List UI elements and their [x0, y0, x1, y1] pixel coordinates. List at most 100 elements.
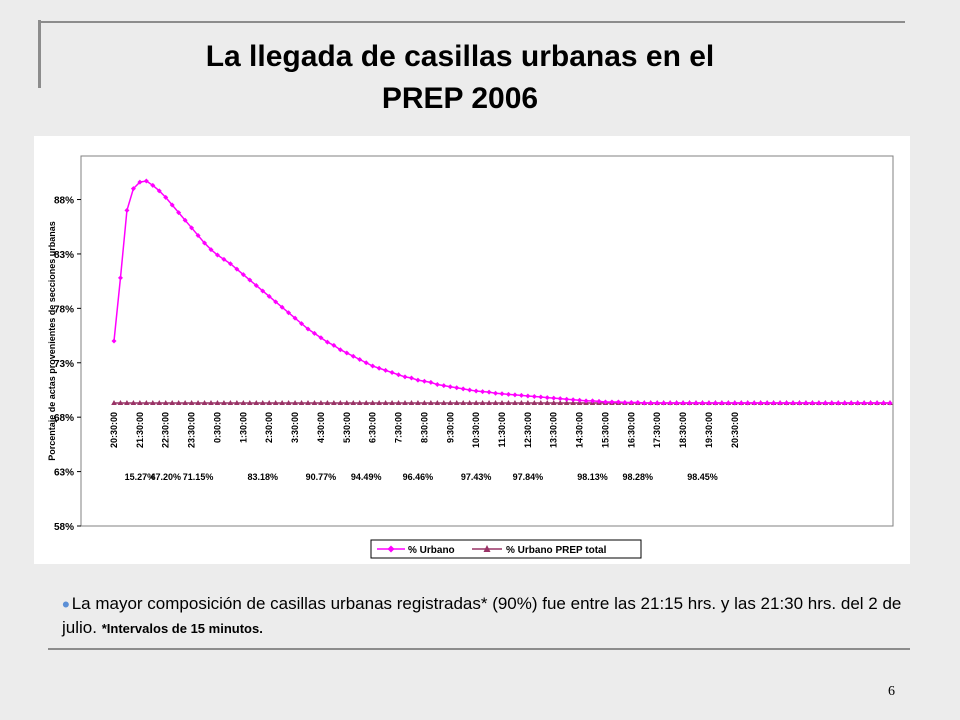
series-point-urbano — [745, 400, 751, 406]
series-point-prep-total — [447, 400, 454, 406]
series-point-prep-total — [486, 400, 492, 406]
series-point-prep-total — [356, 400, 363, 406]
series-point-prep-total — [395, 400, 402, 406]
series-point-urbano — [396, 372, 402, 378]
series-point-prep-total — [266, 400, 272, 406]
x-tick-label: 21:30:00 — [135, 412, 145, 448]
series-point-urbano — [881, 400, 887, 406]
series-point-prep-total — [214, 400, 221, 406]
series-point-urbano — [590, 398, 596, 404]
series-point-prep-total — [285, 400, 292, 406]
series-point-urbano — [486, 389, 492, 395]
series-point-urbano — [790, 400, 796, 406]
series-point-urbano — [654, 400, 660, 406]
series-point-prep-total — [389, 400, 395, 406]
series-point-urbano — [331, 342, 337, 348]
x-tick-label: 11:30:00 — [497, 412, 507, 448]
series-point-urbano — [887, 400, 893, 406]
series-point-urbano — [674, 400, 680, 406]
series-point-prep-total — [124, 400, 130, 406]
series-point-prep-total — [525, 400, 531, 406]
series-point-urbano — [680, 400, 686, 406]
series-point-urbano — [771, 400, 777, 406]
series-point-urbano — [370, 363, 376, 369]
series-point-prep-total — [324, 400, 331, 406]
series-point-urbano — [596, 398, 602, 404]
series-point-urbano — [247, 277, 253, 283]
series-point-urbano — [855, 400, 861, 406]
annotation-label: 71.15% — [183, 472, 214, 482]
series-point-prep-total — [117, 400, 124, 406]
plot-area — [80, 155, 894, 527]
series-point-prep-total — [402, 400, 408, 406]
series-point-prep-total — [111, 400, 117, 406]
series-point-prep-total — [570, 400, 576, 406]
series-point-prep-total — [518, 400, 525, 406]
series-point-prep-total — [318, 400, 324, 406]
annotation-label: 15.27% — [125, 472, 156, 482]
series-point-urbano — [415, 377, 421, 383]
decorative-top-rule — [40, 21, 905, 23]
series-point-prep-total — [505, 400, 512, 406]
series-point-urbano — [376, 365, 382, 371]
series-point-urbano — [848, 400, 854, 406]
series-point-urbano — [344, 350, 350, 356]
x-tick-label: 0:30:00 — [212, 412, 222, 443]
series-point-prep-total — [130, 400, 137, 406]
x-tick-label: 20:30:00 — [109, 412, 119, 448]
annotation-label: 97.43% — [461, 472, 492, 482]
y-tick-label: 68% — [54, 413, 74, 424]
series-point-urbano — [622, 399, 628, 405]
series-point-prep-total — [363, 400, 369, 406]
series-point-urbano — [150, 182, 156, 188]
series-point-prep-total — [344, 400, 350, 406]
annotation-label: 98.45% — [687, 472, 718, 482]
bullet-text: La mayor composición de casillas urbanas… — [62, 594, 902, 637]
series-point-urbano — [124, 207, 130, 213]
series-point-prep-total — [195, 400, 201, 406]
series-point-urbano — [667, 400, 673, 406]
x-tick-label: 23:30:00 — [187, 412, 197, 448]
series-point-urbano — [189, 225, 195, 231]
series-point-urbano — [260, 288, 266, 294]
y-tick-label: 78% — [54, 304, 74, 315]
series-point-prep-total — [434, 400, 441, 406]
series-point-urbano — [712, 400, 718, 406]
series-point-urbano — [809, 400, 815, 406]
series-point-urbano — [480, 389, 486, 395]
series-point-urbano — [803, 400, 809, 406]
series-point-urbano — [499, 391, 505, 397]
series-point-prep-total — [550, 400, 557, 406]
series-point-prep-total — [369, 400, 376, 406]
series-point-urbano — [350, 353, 356, 359]
series-point-prep-total — [466, 400, 473, 406]
series-point-urbano — [311, 330, 317, 336]
series-point-urbano — [182, 217, 188, 223]
series-point-urbano — [389, 370, 395, 376]
series-point-urbano — [357, 357, 363, 362]
series-point-prep-total — [156, 400, 163, 406]
slide-title-line-1: La llegada de casillas urbanas en el — [205, 40, 715, 73]
x-tick-label: 2:30:00 — [264, 412, 274, 443]
series-point-urbano — [868, 400, 874, 406]
series-point-prep-total — [143, 400, 150, 406]
series-point-urbano — [441, 383, 447, 389]
series-point-urbano — [641, 400, 647, 406]
x-tick-label: 13:30:00 — [549, 412, 559, 448]
series-point-urbano — [434, 382, 440, 388]
series-point-urbano — [661, 400, 667, 406]
series-point-urbano — [518, 392, 524, 398]
series-point-urbano — [842, 400, 848, 406]
annotation-label: 47.20% — [150, 472, 181, 482]
series-point-urbano — [822, 400, 828, 406]
series-point-urbano — [719, 400, 725, 406]
series-point-urbano — [706, 400, 712, 406]
series-point-urbano — [796, 400, 802, 406]
series-point-urbano — [538, 394, 544, 400]
series-point-prep-total — [279, 400, 285, 406]
series-point-prep-total — [253, 400, 260, 406]
x-tick-label: 18:30:00 — [678, 412, 688, 448]
annotation-label: 97.84% — [513, 472, 544, 482]
x-tick-label: 16:30:00 — [626, 412, 636, 448]
series-point-urbano — [467, 387, 473, 393]
